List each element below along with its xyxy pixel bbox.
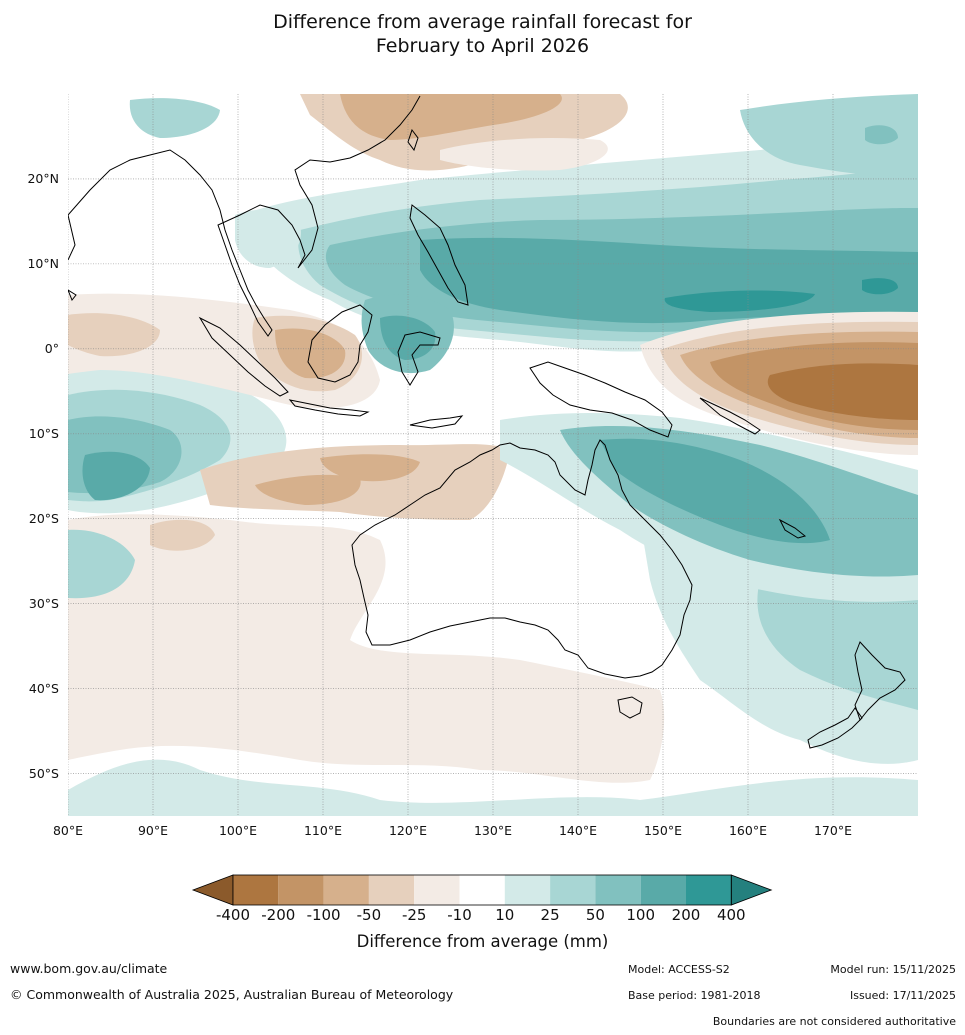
anomaly-region-brown-patch xyxy=(150,519,215,551)
lat-label: 40°S xyxy=(28,680,59,696)
coastline-india xyxy=(68,214,76,261)
anomaly-region-pacific-teal-core-2 xyxy=(862,278,898,295)
coastline-new-guinea xyxy=(529,361,673,438)
model-name: Model: ACCESS-S2 xyxy=(628,963,730,976)
lat-label: 0° xyxy=(44,340,59,356)
lon-label: 120°E xyxy=(388,823,427,838)
coastline-borneo xyxy=(307,304,373,383)
lon-label: 80°E xyxy=(52,823,84,838)
lon-label: 100°E xyxy=(218,823,257,838)
lon-label: 170°E xyxy=(813,823,852,838)
lat-label: 20°N xyxy=(27,170,59,186)
lat-label: 10°N xyxy=(27,255,59,271)
lat-label: 30°S xyxy=(28,595,59,611)
lat-label: 50°S xyxy=(28,765,59,781)
colorbar-tick-label: 200 xyxy=(671,906,701,924)
coastline-new-zealand-north xyxy=(854,641,906,722)
colorbar-tick-label: -25 xyxy=(401,906,427,924)
colorbar-tick-label: -10 xyxy=(447,906,472,924)
map-title: Difference from average rainfall forecas… xyxy=(0,10,965,58)
lon-label: 160°E xyxy=(728,823,767,838)
lon-label: 150°E xyxy=(643,823,682,838)
anomaly-region-north-pacific-teal xyxy=(740,94,918,175)
coastline-sulawesi xyxy=(397,331,441,386)
lat-label: 20°S xyxy=(28,510,59,526)
lat-label: 10°S xyxy=(28,425,59,441)
colorbar-tick-label: 400 xyxy=(716,906,746,924)
anomaly-region-china-brown xyxy=(340,94,562,140)
title-line-2: February to April 2026 xyxy=(375,35,590,57)
colorbar-tick-label: 10 xyxy=(495,906,515,924)
lon-label: 130°E xyxy=(473,823,512,838)
copyright-text: © Commonwealth of Australia 2025, Austra… xyxy=(10,987,454,1002)
anomaly-region-west-teal xyxy=(68,529,135,599)
coastline-philippines xyxy=(409,204,469,306)
anomaly-region-pacific-teal-core xyxy=(664,290,815,312)
coastlines xyxy=(68,95,906,749)
lon-label: 90°E xyxy=(137,823,169,838)
coastline-asia-mainland xyxy=(68,95,421,337)
colorbar-tick-label: -200 xyxy=(261,906,296,924)
anomaly-region-southern-brown xyxy=(68,514,665,783)
anomaly-region-north-pacific-patch xyxy=(865,125,898,145)
issued-date: Issued: 17/11/2025 xyxy=(849,989,956,1002)
graticule xyxy=(68,94,918,816)
anomaly-region-north-australia-brown xyxy=(255,474,361,505)
lon-label: 140°E xyxy=(558,823,597,838)
colorbar-tick-label: -100 xyxy=(306,906,341,924)
lon-label: 110°E xyxy=(303,823,342,838)
colorbar-tick-label: 25 xyxy=(540,906,560,924)
model-run: Model run: 15/11/2025 xyxy=(830,963,956,976)
colorbar-tick-label: -50 xyxy=(356,906,382,924)
coastline-new-caledonia xyxy=(778,518,807,539)
coastline-australia xyxy=(351,439,693,679)
anomaly-region-coral-sea-deep xyxy=(600,438,830,544)
coastline-taiwan xyxy=(407,128,419,152)
coastline-timor xyxy=(409,415,464,429)
anomaly-region-west-brown xyxy=(68,313,160,357)
anomaly-region-indian-ocean-core xyxy=(82,451,150,501)
anomaly-region-himalaya-teal xyxy=(129,98,220,138)
colorbar-tick-label: -400 xyxy=(215,906,251,924)
anomaly-region-equatorial-pacific-core xyxy=(767,363,918,420)
coastline-sumatra xyxy=(198,316,289,397)
coastline-new-zealand-south xyxy=(807,707,863,749)
anomaly-region-tasman-teal xyxy=(757,580,918,710)
website-link[interactable]: www.bom.gov.au/climate xyxy=(10,961,168,976)
coastline-solomon-islands xyxy=(699,397,761,435)
anomaly-region-indochina-teal xyxy=(235,209,301,268)
coastline-java xyxy=(288,399,370,417)
title-line-1: Difference from average rainfall forecas… xyxy=(273,11,692,33)
anomaly-region-southern-ocean-teal xyxy=(68,759,918,816)
colorbar-title: Difference from average (mm) xyxy=(356,932,609,951)
colorbar-tick-label: 100 xyxy=(626,906,655,924)
coastline-tasmania xyxy=(617,696,643,719)
base-period: Base period: 1981-2018 xyxy=(628,989,761,1002)
boundaries-disclaimer: Boundaries are not considered authoritat… xyxy=(712,1015,956,1028)
anomaly-region-china-brown-pale xyxy=(440,138,608,171)
anomaly-region-north-australia-brown-2 xyxy=(320,454,420,482)
anomaly-region-borneo-brown-strong xyxy=(275,328,346,379)
coastline-sri-lanka xyxy=(68,289,77,301)
colorbar-tick-label: 50 xyxy=(585,906,605,924)
